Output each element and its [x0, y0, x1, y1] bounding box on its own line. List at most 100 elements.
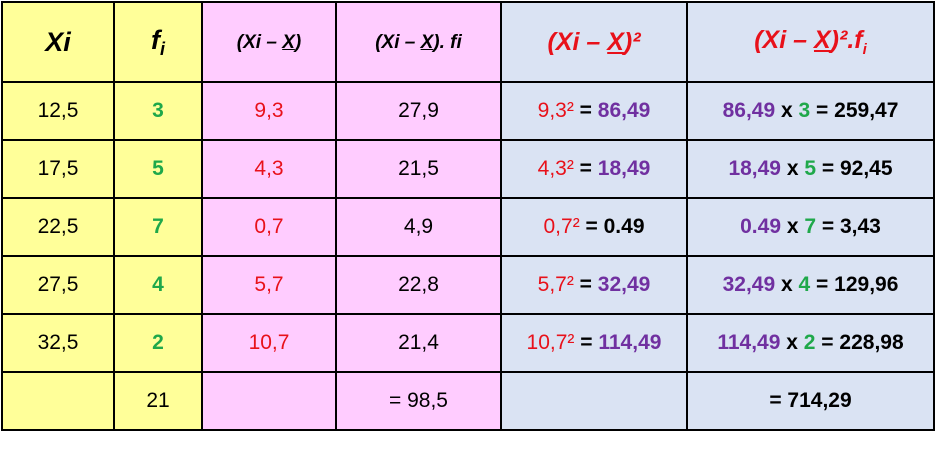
- cell-text: 86,49: [722, 99, 776, 122]
- cell-text: x: [775, 99, 799, 122]
- frequency-table: Xi fi (Xi – X) (Xi – X). fi (Xi – X)² (Xi – X…: [1, 1, 935, 431]
- cell-text: x: [781, 157, 805, 180]
- header-cell: Xi: [1, 1, 115, 83]
- cell-text: i: [159, 38, 165, 59]
- data-row: 17,5 5 4,3 21,5 4,3² = 18,49 18,49 x 5 = 92,4…: [1, 139, 935, 199]
- cell-text: 22,5: [37, 215, 79, 238]
- cell-text: =: [573, 273, 598, 296]
- cell-text: 21,4: [398, 331, 439, 354]
- cell-text: 2: [152, 331, 164, 354]
- cell-text: ): [294, 32, 302, 53]
- cell-text: 4: [798, 273, 811, 296]
- cell-text: 259,47: [834, 99, 899, 122]
- totals-row: 21 = 98,5 = 714,29: [1, 371, 935, 431]
- data-row: 22,5 7 0,7 4,9 0,7² = 0.49 0.49 x 7 = 3,43: [1, 197, 935, 257]
- cell-text: 5: [804, 157, 817, 180]
- data-cell: 2: [113, 313, 203, 373]
- cell-text: X: [813, 26, 831, 54]
- data-cell: 7: [113, 197, 203, 257]
- data-cell: 4: [113, 255, 203, 315]
- total-cell: = 714,29: [686, 371, 935, 431]
- cell-text: 4: [152, 273, 164, 296]
- data-cell: 9,3² = 86,49: [500, 81, 688, 141]
- data-cell: 27,5: [1, 255, 115, 315]
- data-cell: 12,5: [1, 81, 115, 141]
- data-cell: 0.49 x 7 = 3,43: [686, 197, 935, 257]
- cell-text: =: [810, 99, 835, 122]
- cell-text: = 0.49: [579, 215, 645, 238]
- header-cell: fi: [113, 1, 203, 83]
- cell-text: X: [420, 32, 434, 53]
- cell-text: 0.49: [740, 215, 781, 238]
- cell-text: )².f: [830, 26, 863, 54]
- header-row: Xi fi (Xi – X) (Xi – X). fi (Xi – X)² (Xi – X…: [1, 1, 935, 83]
- cell-text: (Xi –: [236, 32, 283, 53]
- cell-text: x: [775, 273, 799, 296]
- cell-text: 17,5: [37, 157, 79, 180]
- data-cell: 18,49 x 5 = 92,45: [686, 139, 935, 199]
- cell-text: 27,5: [37, 273, 79, 296]
- header-cell: (Xi – X)²: [500, 1, 688, 83]
- data-row: 27,5 4 5,7 22,8 5,7² = 32,49 32,49 x 4 = 129,…: [1, 255, 935, 315]
- cell-text: 5,7: [254, 273, 284, 296]
- data-cell: 22,5: [1, 197, 115, 257]
- cell-text: 32,5: [37, 331, 79, 354]
- cell-text: 0,7: [254, 215, 284, 238]
- cell-text: i: [862, 41, 867, 58]
- cell-text: 22,8: [398, 273, 439, 296]
- cell-text: 92,45: [839, 157, 893, 180]
- cell-text: 4,9: [403, 215, 434, 238]
- cell-text: x: [781, 215, 805, 238]
- cell-text: (Xi –: [375, 32, 421, 53]
- cell-text: 10,7: [248, 331, 290, 354]
- data-cell: 22,8: [335, 255, 502, 315]
- data-cell: 32,5: [1, 313, 115, 373]
- data-cell: 86,49 x 3 = 259,47: [686, 81, 935, 141]
- cell-text: 27,9: [398, 99, 439, 122]
- data-cell: 10,7: [201, 313, 337, 373]
- cell-text: 10,7²: [526, 331, 575, 354]
- cell-text: =: [574, 331, 599, 354]
- cell-text: 86,49: [597, 99, 651, 122]
- cell-text: )²: [623, 27, 641, 56]
- data-cell: 10,7² = 114,49: [500, 313, 688, 373]
- cell-text: 32,49: [597, 273, 651, 296]
- data-cell: 5,7: [201, 255, 337, 315]
- total-cell: = 98,5: [335, 371, 502, 431]
- data-cell: 3: [113, 81, 203, 141]
- cell-text: =: [815, 331, 840, 354]
- data-cell: 9,3: [201, 81, 337, 141]
- cell-text: 21,5: [398, 157, 439, 180]
- data-cell: 32,49 x 4 = 129,96: [686, 255, 935, 315]
- cell-text: =: [573, 99, 598, 122]
- data-cell: 17,5: [1, 139, 115, 199]
- cell-text: ). fi: [433, 32, 462, 53]
- cell-text: 3: [152, 99, 164, 122]
- cell-text: 4,3: [254, 157, 284, 180]
- cell-text: 18,49: [728, 157, 781, 180]
- cell-text: =: [810, 273, 835, 296]
- cell-text: =: [816, 215, 840, 238]
- cell-text: Xi: [45, 26, 71, 57]
- data-cell: 21,5: [335, 139, 502, 199]
- cell-text: 5: [152, 157, 164, 180]
- cell-text: =: [816, 157, 840, 180]
- header-cell: (Xi – X). fi: [335, 1, 502, 83]
- data-cell: 5: [113, 139, 203, 199]
- cell-text: 114,49: [598, 331, 662, 354]
- cell-text: 3,43: [839, 215, 881, 238]
- cell-text: 114,49: [717, 331, 781, 354]
- cell-text: 129,96: [834, 273, 899, 296]
- data-row: 32,5 2 10,7 21,4 10,7² = 114,49 114,49 x 2 = …: [1, 313, 935, 373]
- cell-text: 21: [146, 389, 170, 412]
- cell-text: 2: [803, 331, 816, 354]
- data-cell: 4,9: [335, 197, 502, 257]
- cell-text: 18,49: [597, 157, 651, 180]
- cell-text: (Xi –: [754, 26, 814, 54]
- cell-text: 3: [798, 99, 811, 122]
- total-cell: [500, 371, 688, 431]
- header-cell: (Xi – X): [201, 1, 337, 83]
- cell-text: =: [573, 157, 598, 180]
- cell-text: 4,3²: [537, 157, 574, 180]
